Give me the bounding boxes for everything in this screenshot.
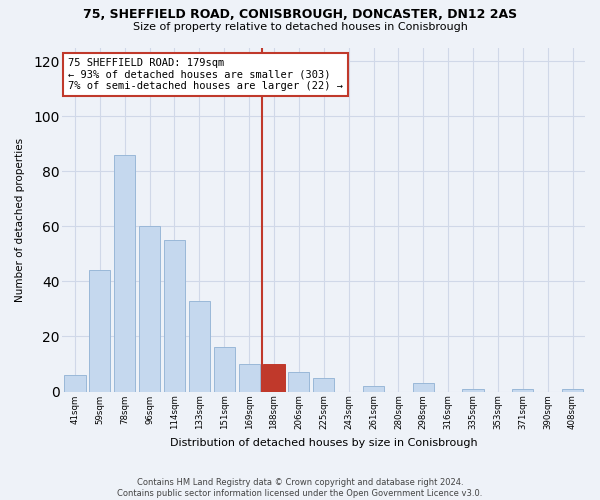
Bar bbox=[263, 364, 284, 392]
Bar bbox=[288, 372, 310, 392]
X-axis label: Distribution of detached houses by size in Conisbrough: Distribution of detached houses by size … bbox=[170, 438, 478, 448]
Bar bbox=[413, 384, 434, 392]
Bar bbox=[114, 155, 135, 392]
Y-axis label: Number of detached properties: Number of detached properties bbox=[15, 138, 25, 302]
Text: 75 SHEFFIELD ROAD: 179sqm
← 93% of detached houses are smaller (303)
7% of semi-: 75 SHEFFIELD ROAD: 179sqm ← 93% of detac… bbox=[68, 58, 343, 91]
Bar bbox=[164, 240, 185, 392]
Bar bbox=[562, 389, 583, 392]
Bar bbox=[64, 375, 86, 392]
Bar bbox=[239, 364, 260, 392]
Bar bbox=[89, 270, 110, 392]
Text: Contains HM Land Registry data © Crown copyright and database right 2024.
Contai: Contains HM Land Registry data © Crown c… bbox=[118, 478, 482, 498]
Bar bbox=[512, 389, 533, 392]
Bar bbox=[313, 378, 334, 392]
Bar bbox=[139, 226, 160, 392]
Bar bbox=[214, 348, 235, 392]
Bar bbox=[189, 300, 210, 392]
Text: 75, SHEFFIELD ROAD, CONISBROUGH, DONCASTER, DN12 2AS: 75, SHEFFIELD ROAD, CONISBROUGH, DONCAST… bbox=[83, 8, 517, 20]
Text: Size of property relative to detached houses in Conisbrough: Size of property relative to detached ho… bbox=[133, 22, 467, 32]
Bar bbox=[463, 389, 484, 392]
Bar bbox=[363, 386, 384, 392]
